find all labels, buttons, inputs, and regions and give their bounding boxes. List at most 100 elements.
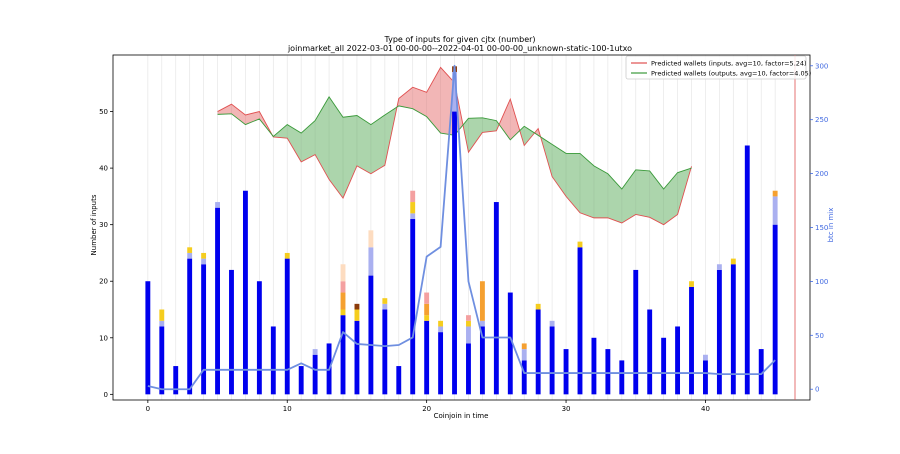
bar-segment-fresh	[716, 269, 722, 395]
bar-segment-remix	[452, 71, 457, 112]
bar-segment-remix	[312, 349, 318, 355]
wallet-diff-area	[579, 153, 594, 218]
bar-segment-fresh	[466, 343, 471, 395]
bar-segment-orange	[521, 343, 527, 350]
wallet-diff-area	[301, 120, 316, 162]
bar-segment-fresh	[145, 281, 151, 395]
legend: Predicted wallets (inputs, avg=10, facto…	[625, 55, 811, 80]
bar-segment-fresh	[215, 207, 220, 395]
bar-segment-fresh	[772, 224, 778, 395]
wallet-diff-area	[370, 114, 385, 174]
bar-segment-fresh	[452, 111, 457, 395]
bar-segment-yellow	[424, 315, 430, 321]
bar-segment-fresh	[354, 320, 360, 395]
bar-segment-yellow	[354, 309, 360, 321]
bar-segment-remix	[438, 326, 444, 333]
axis-layer: 0 10 20 30 40 0 10 20 30 40 50 0 50 100 150 200 250 300	[99, 54, 828, 413]
y2-tick-label: 50	[815, 332, 824, 340]
y2-axis-label: btc in mix	[827, 208, 835, 243]
bar-segment-fresh	[270, 326, 276, 395]
wallet-diff-area	[635, 169, 650, 218]
y2-tick-label: 150	[815, 224, 828, 232]
bar-segment-remix	[716, 264, 722, 270]
bar-segment-fresh	[424, 320, 430, 395]
x-tick-label: 30	[562, 405, 571, 413]
y-tick-label: 20	[99, 278, 108, 286]
wallet-diff-area	[510, 99, 520, 140]
bar-segment-fresh	[340, 315, 346, 395]
bar-segment-yellow	[730, 258, 736, 265]
bar-segment-remix	[772, 196, 778, 225]
bar-segment-peach	[368, 230, 374, 248]
bar-segment-pink	[340, 281, 346, 293]
bar-segment-fresh	[493, 202, 499, 395]
legend-outputs-label: Predicted wallets (outputs, avg=10, fact…	[651, 70, 811, 78]
bar-segment-yellow	[438, 320, 444, 327]
chart-title: Type of inputs for given cjtx (number)	[383, 35, 535, 44]
y2-tick-label: 0	[815, 386, 819, 394]
bar-segment-remix	[410, 213, 416, 220]
bar-segment-fresh	[758, 349, 764, 395]
y-tick-label: 0	[104, 391, 108, 399]
bar-segment-remix	[549, 320, 555, 327]
wallet-diff-area	[426, 67, 441, 134]
bar-segment-yellow	[410, 202, 416, 214]
bar-segment-remix	[187, 252, 193, 259]
y2-tick-label: 300	[815, 62, 828, 70]
bar-segment-fresh	[661, 337, 667, 395]
bar-segment-fresh	[744, 145, 750, 395]
bar-segment-fresh	[312, 354, 318, 395]
wallet-diff-area	[217, 104, 232, 115]
y2-tick-label: 200	[815, 170, 828, 178]
bar-segment-remix	[368, 247, 374, 276]
wallet-diff-area	[315, 96, 330, 180]
y-tick-label: 30	[99, 221, 108, 229]
bar-segment-fresh	[549, 326, 555, 395]
bar-segment-remix	[703, 354, 708, 361]
wallet-diff-area	[412, 87, 427, 117]
wallet-diff-area	[621, 169, 636, 223]
wallet-diff-area	[245, 111, 260, 125]
bar-segment-fresh	[647, 309, 653, 395]
wallet-diff-area	[552, 144, 567, 197]
wallet-diff-area	[524, 126, 535, 146]
y2-tick-label: 100	[815, 278, 828, 286]
chart-subtitle: joinmarket_all 2022-03-01 00-00-00--2022…	[287, 44, 632, 53]
bar-segment-yellow	[187, 247, 193, 253]
bar-segment-fresh	[242, 190, 248, 395]
bar-segment-fresh	[173, 366, 179, 395]
bar-segment-pink	[410, 190, 416, 203]
wallet-diff-area	[499, 99, 511, 140]
bar-segment-yellow	[159, 309, 165, 321]
bar-segment-yellow	[689, 281, 694, 287]
bar-segment-pink	[424, 292, 430, 304]
wallet-diff-area	[468, 117, 483, 153]
bar-segment-fresh	[521, 360, 527, 395]
wallet-diff-area	[356, 115, 371, 174]
bar-segment-fresh	[507, 292, 513, 395]
bar-segment-yellow	[340, 309, 346, 316]
bar-segment-fresh	[591, 337, 597, 395]
x-tick-label: 10	[283, 405, 292, 413]
y-tick-label: 10	[99, 334, 108, 342]
y-tick-label: 50	[99, 108, 108, 116]
y2-tick-label: 250	[815, 116, 828, 124]
bar-segment-fresh	[256, 281, 262, 395]
bar-segment-fresh	[229, 269, 234, 395]
bar-segment-fresh	[730, 264, 736, 395]
bar-segment-fresh	[298, 366, 304, 395]
bar-segment-orange	[479, 281, 485, 321]
bar-segment-fresh	[479, 326, 485, 395]
x-tick-label: 0	[146, 405, 150, 413]
wallet-diff-area	[231, 104, 246, 125]
bar-segment-brown	[354, 303, 360, 310]
wallet-diff-area	[343, 115, 357, 199]
wallet-diff-area	[663, 172, 678, 225]
bar-segment-remix	[201, 258, 207, 265]
bar-segment-peach	[340, 264, 346, 282]
y-axis-label: Number of inputs	[90, 194, 98, 255]
y-tick-label: 40	[99, 165, 108, 173]
wallet-diff-area	[482, 117, 497, 133]
